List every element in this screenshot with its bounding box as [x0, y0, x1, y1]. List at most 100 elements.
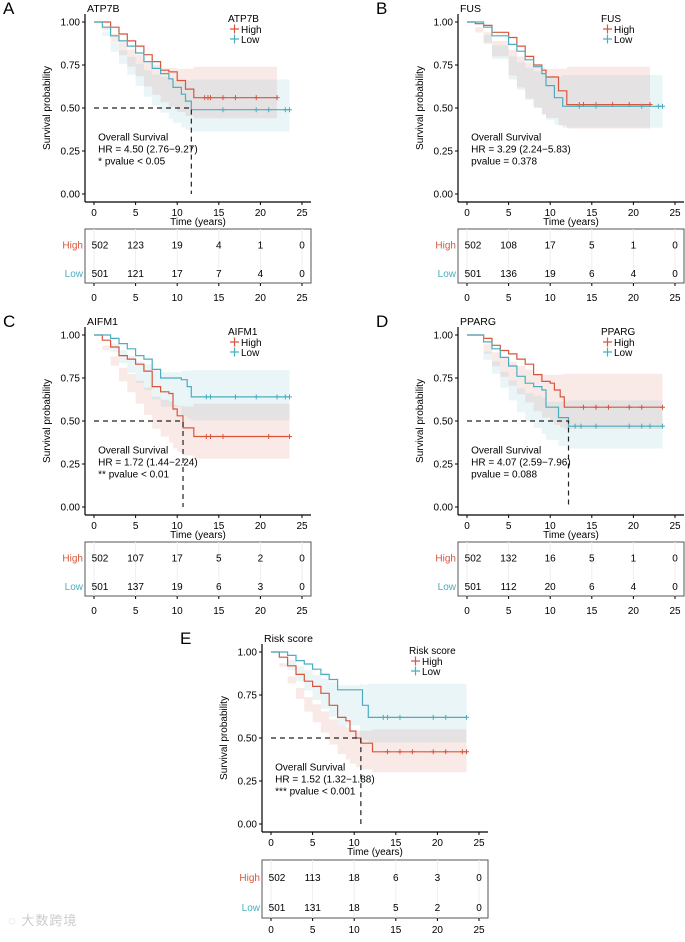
risk-count: 20 [545, 582, 557, 593]
risk-count: 16 [545, 554, 557, 565]
ci-band-high [467, 22, 650, 129]
risk-count: 0 [672, 269, 678, 280]
risk-count: 107 [127, 554, 144, 565]
y-axis-label: Survival probability [415, 379, 426, 463]
risk-row-label-low: Low [65, 582, 84, 593]
censor-mark [572, 423, 578, 429]
plot-title: PPARG [460, 316, 496, 328]
censor-mark [253, 95, 259, 101]
legend-title: ATP7B [228, 14, 259, 25]
risk-x-tick-label: 20 [432, 925, 444, 936]
y-tick-label: 0.50 [434, 104, 454, 115]
y-tick-label: 0.25 [61, 460, 81, 471]
risk-count: 17 [545, 241, 557, 252]
risk-count: 136 [500, 269, 517, 280]
censor-mark [639, 404, 645, 410]
risk-count: 0 [299, 269, 305, 280]
x-tick-label: 10 [349, 838, 361, 849]
risk-x-tick-label: 25 [296, 293, 308, 304]
risk-count: 19 [172, 582, 184, 593]
ci-band-low [94, 22, 290, 133]
panel-d: D PPARG 0.00 0.25 0.50 0.75 1.00 0 5 10 15 20 25 Time… [373, 313, 685, 625]
risk-count: 4 [258, 269, 264, 280]
censor-mark [409, 749, 415, 755]
survival-curve-low [467, 334, 663, 427]
x-tick-label: 15 [586, 521, 598, 532]
survival-curve-high [94, 21, 277, 99]
risk-count: 0 [299, 241, 305, 252]
risk-row-label-high: High [435, 554, 456, 565]
risk-count: 502 [92, 241, 109, 252]
risk-row-label-low: Low [438, 269, 457, 280]
risk-count: 0 [672, 554, 678, 565]
risk-x-tick-label: 25 [669, 606, 681, 617]
risk-count: 0 [299, 582, 305, 593]
risk-x-tick-label: 15 [390, 925, 402, 936]
risk-x-tick-label: 5 [506, 293, 512, 304]
annotation-line: Overall Survival [471, 446, 541, 457]
risk-table-box [457, 541, 685, 597]
panel-letter: E [180, 630, 191, 648]
median-line [94, 420, 184, 507]
risk-row-label-high: High [62, 241, 83, 252]
median-line [271, 737, 362, 824]
legend-key-low [603, 34, 612, 44]
panel-c: C AIFM1 0.00 0.25 0.50 0.75 1.00 0 5 10 15 20 25 Time… [0, 313, 320, 625]
ci-band-high [467, 335, 663, 430]
panel-b: B FUS 0.00 0.25 0.50 0.75 1.00 0 5 10 15 20 25 Time (… [373, 0, 685, 312]
survival-curve-low [94, 334, 290, 398]
censor-mark [220, 107, 226, 113]
censor-mark [639, 423, 645, 429]
risk-count: 1 [258, 241, 264, 252]
y-tick-label: 0.25 [61, 147, 81, 158]
legend-key-high [603, 24, 612, 34]
risk-count: 2 [258, 554, 264, 565]
y-tick-label: 0.00 [61, 190, 81, 201]
y-tick-label: 0.00 [434, 190, 454, 201]
annotation-line: Overall Survival [471, 133, 541, 144]
x-tick-label: 25 [473, 838, 485, 849]
risk-count: 501 [92, 582, 109, 593]
risk-count: 6 [216, 582, 222, 593]
risk-x-tick-label: 20 [255, 606, 267, 617]
legend-title: FUS [601, 14, 621, 25]
legend-key-high [230, 24, 239, 34]
y-tick-label: 0.50 [61, 104, 81, 115]
risk-count: 502 [465, 241, 482, 252]
y-tick-label: 0.75 [434, 61, 454, 72]
risk-x-tick-label: 5 [506, 606, 512, 617]
risk-count: 0 [476, 873, 482, 884]
panel-letter: A [3, 0, 15, 18]
y-tick-label: 0.25 [434, 460, 454, 471]
x-axis-label: Time (years) [543, 530, 599, 541]
censor-mark [576, 103, 582, 109]
x-tick-label: 25 [669, 208, 681, 219]
risk-x-tick-label: 0 [91, 606, 97, 617]
y-tick-label: 1.00 [238, 648, 258, 659]
annotation-line: Overall Survival [98, 446, 168, 457]
annotation-line: HR = 1.52 (1.32−1.88) [275, 775, 375, 786]
risk-count: 5 [216, 554, 222, 565]
censor-mark [660, 423, 666, 429]
plot-title: Risk score [264, 633, 313, 645]
ci-band-low [467, 335, 663, 449]
x-tick-label: 10 [545, 521, 557, 532]
x-tick-label: 0 [464, 208, 470, 219]
risk-count: 502 [465, 554, 482, 565]
risk-count: 6 [589, 269, 595, 280]
legend-label-high: High [241, 338, 262, 349]
legend-key-low [230, 347, 239, 357]
censor-mark [464, 714, 470, 720]
risk-count: 123 [127, 241, 144, 252]
censor-mark [626, 423, 632, 429]
legend-label-low: Low [241, 35, 260, 46]
risk-row-label-low: Low [438, 582, 457, 593]
risk-table-box [261, 859, 489, 919]
risk-count: 18 [349, 903, 361, 914]
plot-title: AIFM1 [87, 316, 118, 328]
risk-row-label-low: Low [65, 269, 84, 280]
censor-mark [287, 433, 293, 439]
x-axis-label: Time (years) [543, 217, 599, 228]
